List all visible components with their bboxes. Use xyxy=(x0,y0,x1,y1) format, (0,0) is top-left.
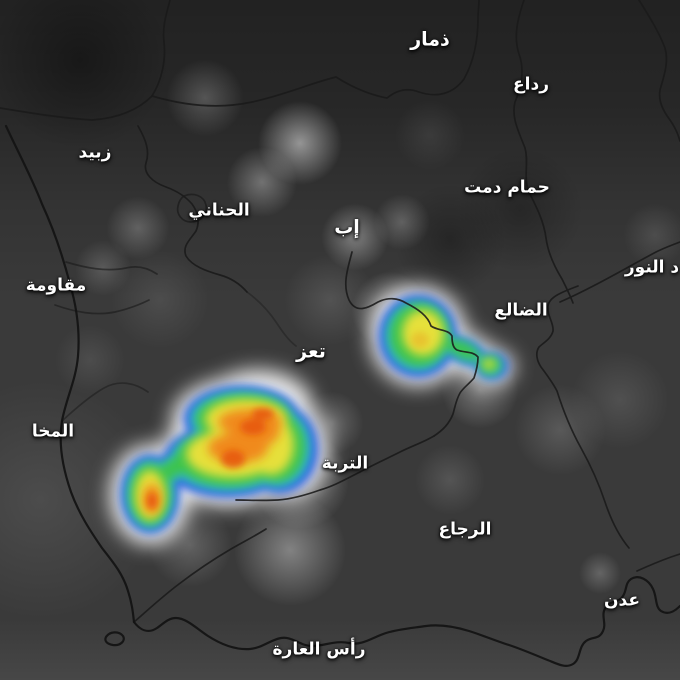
map-label-rada: رداع xyxy=(513,74,549,95)
map-label-aden: عدن xyxy=(604,590,640,611)
admin-borders xyxy=(0,0,680,623)
map-label-turbah: التربة xyxy=(321,453,369,474)
radar-cell-west xyxy=(110,370,328,545)
radar-cell-west-red xyxy=(147,408,274,509)
radar-cell-east xyxy=(370,286,514,386)
map-label-ras-alara: رأس العارة xyxy=(272,639,366,660)
map-label-alnour: د النور xyxy=(624,257,680,278)
radar-cell-east-core xyxy=(411,332,429,348)
map-label-taiz: تعز xyxy=(296,340,326,363)
map-label-mokha: المخا xyxy=(31,421,75,442)
island-outline xyxy=(104,631,125,647)
map-label-hammam-damt: حمام دمت xyxy=(464,177,550,198)
map-label-alhanani: الحناني xyxy=(188,200,250,221)
map-label-dali: الضالع xyxy=(494,300,548,321)
map-label-ibb: إب xyxy=(334,216,360,239)
coastline xyxy=(4,124,680,667)
map-label-raja: الرجاع xyxy=(438,519,492,540)
map-label-dhamar: ذمار xyxy=(410,28,450,51)
map-label-zabid: زبيد xyxy=(78,142,112,163)
map-label-muqawama: مقاومة xyxy=(25,275,87,296)
